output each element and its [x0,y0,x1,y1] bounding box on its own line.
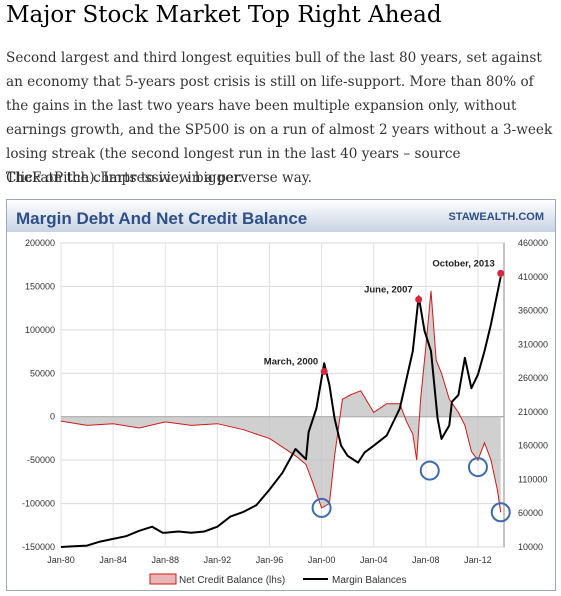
left-tick-label: 100000 [25,325,55,335]
x-tick-label: Jan-96 [256,555,284,565]
x-tick-label: Jan-80 [47,555,75,565]
left-tick-label: -50000 [27,455,55,465]
right-tick-label: 60000 [518,508,543,518]
highlight-circle [419,460,440,481]
x-tick-label: Jan-88 [151,555,179,565]
chart-svg: Margin Debt And Net Credit Balance STAWE… [6,199,556,591]
peak-label: March, 2000 [264,357,318,368]
left-tick-label: 200000 [25,238,55,248]
legend-swatch-credit [149,573,177,585]
x-tick-label: Jan-08 [412,555,440,565]
margin-balances-line [60,276,502,548]
right-tick-label: 160000 [518,441,548,451]
peak-marker [497,269,505,277]
right-tick-label: 10000 [518,542,543,552]
highlight-circle [311,497,332,518]
post-body: Second largest and third longest equitie… [6,50,553,186]
chart-source: STAWEALTH.COM [448,211,544,223]
right-tick-label: 310000 [518,339,548,349]
x-tick-label: Jan-92 [204,555,232,565]
left-tick-label: 50000 [30,368,55,378]
x-tick-label: Jan-00 [308,555,336,565]
left-tick-label: 0 [50,412,55,422]
post-title: Major Stock Market Top Right Ahead [6,2,442,28]
right-tick-label: 260000 [518,373,548,383]
highlight-circle [490,502,511,523]
x-tick-label: Jan-84 [99,555,127,565]
left-tick-label: -150000 [22,542,55,552]
peak-marker [415,295,423,303]
right-tick-label: 460000 [518,238,548,248]
chart-header [7,200,555,232]
legend-label-margin: Margin Balances [332,575,406,586]
chart-title: Margin Debt And Net Credit Balance [16,209,307,228]
credit-balance-line [60,290,502,513]
right-tick-label: 210000 [518,407,548,417]
peak-label: June, 2007 [364,284,413,295]
peak-label: October, 2013 [432,258,494,269]
left-tick-label: -100000 [22,499,55,509]
highlight-circle [467,457,488,478]
right-tick-label: 410000 [518,272,548,282]
chart-click-note: Click on the charts to view bigger. [6,170,243,186]
x-tick-label: Jan-12 [464,555,492,565]
peak-marker [320,368,328,376]
legend-label-credit: Net Credit Balance (lhs) [179,575,285,586]
left-tick-label: 150000 [25,281,55,291]
chart-image[interactable]: Margin Debt And Net Credit Balance STAWE… [6,199,556,591]
right-tick-label: 360000 [518,306,548,316]
x-tick-label: Jan-04 [360,555,388,565]
legend: Net Credit Balance (lhs) Margin Balances [149,573,406,586]
right-tick-label: 110000 [518,474,547,484]
